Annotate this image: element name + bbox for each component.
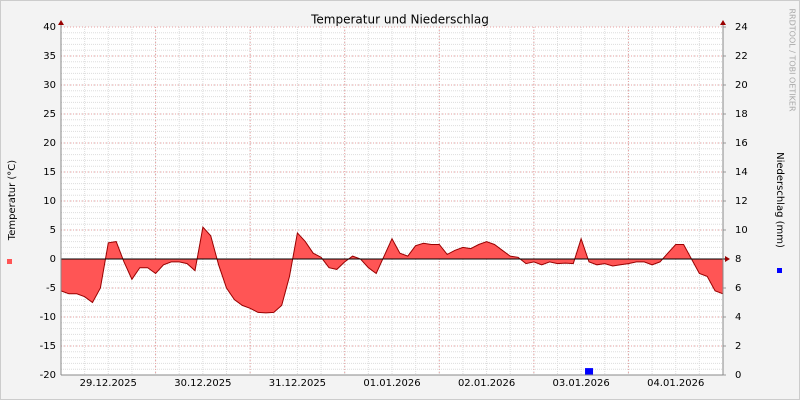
temperature-line xyxy=(60,226,724,314)
y2-tick-label: 12 xyxy=(735,196,748,207)
x-tick-label: 03.01.2026 xyxy=(553,378,610,389)
y-tick-label: 10 xyxy=(43,196,56,207)
y2-tick-label: 20 xyxy=(735,80,748,91)
chart-title: Temperatur und Niederschlag xyxy=(310,13,489,27)
watermark: RRDTOOL / TOBI OETIKER xyxy=(788,8,797,111)
legend-swatch xyxy=(7,259,12,264)
y2-tick-label: 8 xyxy=(735,254,741,265)
y-tick-label: 15 xyxy=(43,167,56,178)
y-tick-label: 30 xyxy=(43,80,56,91)
y2-axis-label: Niederschlag (mm) xyxy=(774,152,785,248)
y2-tick-label: 2 xyxy=(735,341,741,352)
y-tick-label: 40 xyxy=(43,22,56,33)
y2-tick-label: 6 xyxy=(735,283,741,294)
x-tick-label: 29.12.2025 xyxy=(80,378,137,389)
axis-arrow xyxy=(720,20,726,25)
y-tick-label: -10 xyxy=(40,312,56,323)
x-tick-label: 02.01.2026 xyxy=(458,378,515,389)
y2-tick-label: 16 xyxy=(735,138,748,149)
y-tick-label: 25 xyxy=(43,109,56,120)
y-tick-label: -5 xyxy=(46,283,56,294)
y-tick-label: 20 xyxy=(43,138,56,149)
y2-tick-label: 24 xyxy=(735,22,748,33)
y-tick-label: 5 xyxy=(50,225,56,236)
y-tick-label: 35 xyxy=(43,51,56,62)
y2-tick-label: 0 xyxy=(735,370,741,381)
axis-arrow xyxy=(58,20,64,25)
y2-tick-label: 10 xyxy=(735,225,748,236)
y2-tick-label: 4 xyxy=(735,312,741,323)
y2-tick-label: 18 xyxy=(735,109,748,120)
x-tick-label: 01.01.2026 xyxy=(363,378,420,389)
y-tick-label: -20 xyxy=(40,370,56,381)
legend-swatch xyxy=(777,268,782,273)
y-axis-label: Temperatur (°C) xyxy=(7,160,18,241)
x-tick-label: 31.12.2025 xyxy=(269,378,326,389)
temperature-area xyxy=(61,227,723,313)
y2-tick-label: 14 xyxy=(735,167,748,178)
y2-tick-label: 22 xyxy=(735,51,748,62)
y-tick-label: 0 xyxy=(50,254,56,265)
axis-arrow xyxy=(725,256,730,262)
y-tick-label: -15 xyxy=(40,341,56,352)
x-tick-label: 04.01.2026 xyxy=(647,378,704,389)
precipitation-bar xyxy=(585,368,594,375)
x-tick-label: 30.12.2025 xyxy=(174,378,231,389)
